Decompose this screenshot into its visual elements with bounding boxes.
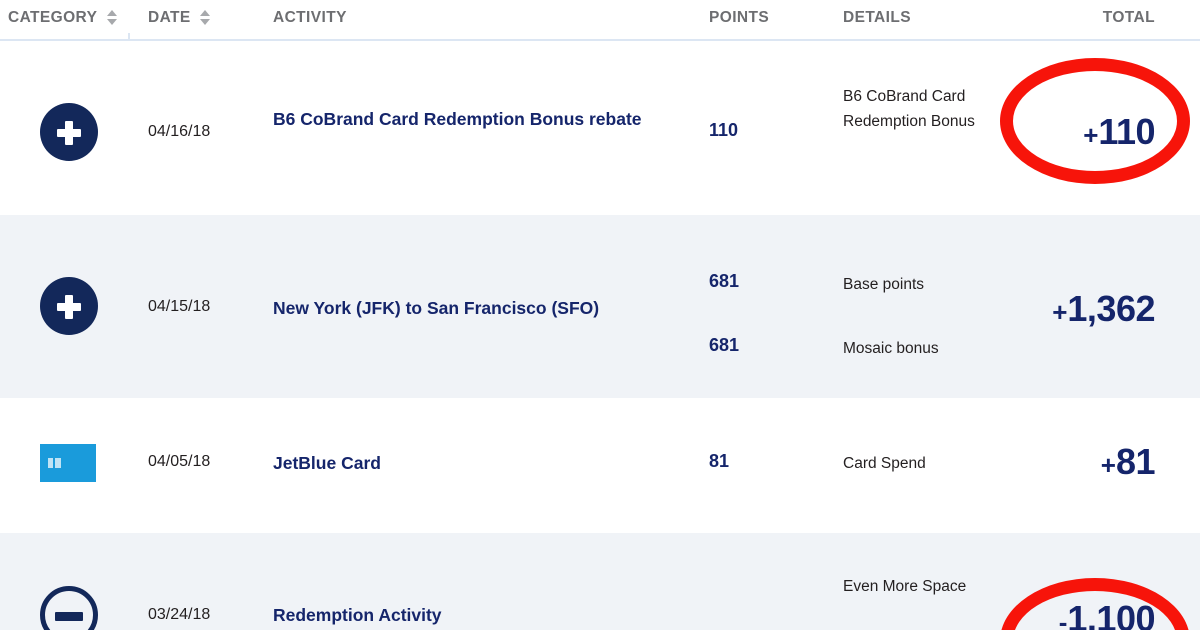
cell-points: 81 — [709, 451, 730, 471]
total-sign: + — [1100, 450, 1116, 480]
cell-activity[interactable]: New York (JFK) to San Francisco (SFO) — [273, 298, 600, 318]
cell-total: +81 — [1100, 441, 1156, 483]
plus-circle-icon — [40, 103, 98, 161]
cell-date: 04/05/18 — [148, 453, 211, 470]
table-row[interactable]: 04/16/18 B6 CoBrand Card Redemption Bonu… — [0, 41, 1200, 215]
cell-activity[interactable]: Redemption Activity — [273, 605, 442, 625]
cell-total: +110 — [1083, 111, 1155, 153]
sort-arrows-icon[interactable] — [200, 9, 211, 26]
cell-details: Card Spend — [843, 455, 926, 472]
column-header-total: TOTAL — [1102, 9, 1155, 26]
table-row[interactable]: 04/05/18 JetBlue Card 81 Card Spend +81 — [0, 398, 1200, 533]
cell-points: 681 — [709, 335, 740, 355]
cell-points: 110 — [709, 120, 739, 140]
cell-date: 04/16/18 — [148, 123, 211, 140]
cell-category — [0, 398, 128, 533]
cell-category — [0, 215, 128, 398]
minus-circle-icon — [40, 586, 98, 630]
column-header-category-label: CATEGORY — [8, 9, 98, 26]
cell-date: 04/15/18 — [148, 298, 211, 315]
cell-category — [0, 41, 128, 215]
cell-details: B6 CoBrand Card Redemption Bonus — [843, 88, 975, 130]
cell-activity[interactable]: B6 CoBrand Card Redemption Bonus rebate — [273, 109, 642, 129]
column-header-date[interactable]: DATE — [148, 9, 211, 27]
cell-total: +1,362 — [1052, 288, 1155, 330]
credit-card-icon — [40, 444, 96, 482]
total-value: 1,362 — [1067, 288, 1155, 329]
table-row[interactable]: 04/15/18 New York (JFK) to San Francisco… — [0, 215, 1200, 398]
column-header-details: DETAILS — [843, 9, 911, 26]
column-header-category[interactable]: CATEGORY — [8, 9, 118, 27]
column-header-points: POINTS — [709, 9, 770, 26]
table-row[interactable]: 03/24/18 Redemption Activity Even More S… — [0, 533, 1200, 630]
column-divider-top — [128, 33, 130, 41]
cell-category — [0, 533, 128, 630]
cell-details: Mosaic bonus — [843, 340, 939, 357]
column-header-activity: ACTIVITY — [273, 9, 347, 26]
cell-activity[interactable]: JetBlue Card — [273, 453, 381, 473]
cell-details: Even More Space — [843, 578, 967, 595]
table-header-row: CATEGORY DATE ACTIVITY POINTS DETAILS TO… — [0, 0, 1200, 41]
cell-date: 03/24/18 — [148, 606, 211, 623]
cell-total: -1,100 — [1058, 598, 1156, 630]
cell-points: 681 — [709, 271, 740, 291]
total-value: 81 — [1115, 441, 1156, 482]
total-value: 110 — [1098, 111, 1155, 152]
total-sign: + — [1052, 297, 1068, 327]
column-header-date-label: DATE — [148, 9, 191, 26]
total-sign: + — [1083, 120, 1099, 150]
total-sign: - — [1058, 607, 1068, 630]
total-value: 1,100 — [1067, 598, 1155, 630]
sort-arrows-icon[interactable] — [106, 9, 118, 26]
cell-details: Base points — [843, 276, 924, 293]
plus-circle-icon — [40, 277, 98, 335]
